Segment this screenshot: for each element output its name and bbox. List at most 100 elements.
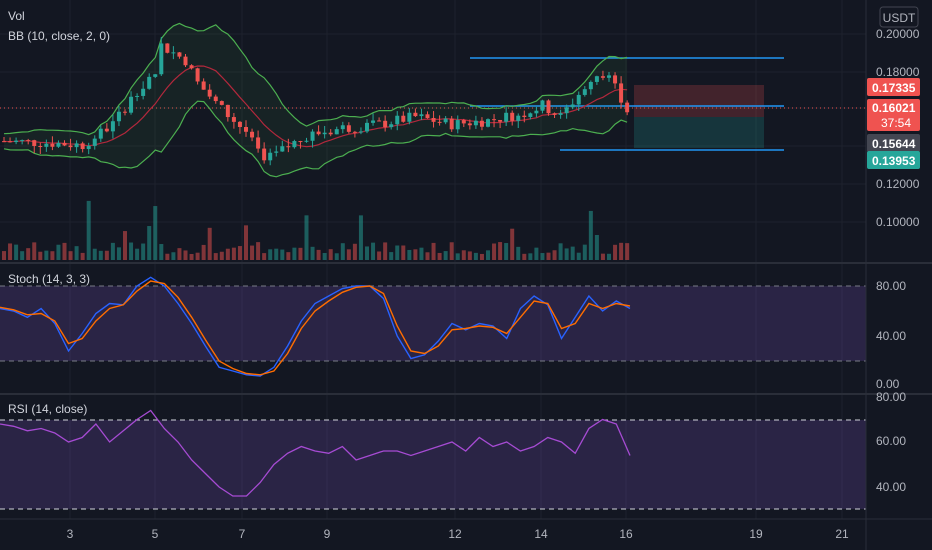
candle-body <box>498 119 503 122</box>
volume-bar <box>26 248 31 260</box>
candle-body <box>74 143 79 148</box>
volume-bar <box>383 242 388 260</box>
volume-bar <box>237 246 242 260</box>
volume-bar <box>613 244 618 260</box>
candle-body <box>558 113 563 115</box>
price-tick-label: 0.10000 <box>876 215 920 229</box>
candle-body <box>316 131 321 135</box>
candle-body <box>32 140 37 146</box>
volume-bar <box>50 251 55 260</box>
candle-body <box>129 96 134 113</box>
candle-body <box>365 122 369 132</box>
volume-bar <box>401 245 406 260</box>
candle-body <box>431 117 436 122</box>
currency-badge[interactable] <box>879 6 919 28</box>
candle-body <box>183 56 188 66</box>
volume-bar <box>123 231 127 260</box>
volume-bar <box>528 253 533 260</box>
candle-body <box>165 43 170 53</box>
volume-bar <box>558 243 563 260</box>
candle-body <box>534 110 539 114</box>
stoch-tick-label: 0.00 <box>876 377 900 391</box>
volume-bar <box>116 247 121 260</box>
candle-body <box>304 140 309 142</box>
volume-bar <box>588 210 593 260</box>
candle-body <box>26 140 31 142</box>
volume-bar <box>365 246 369 260</box>
candle-body <box>346 125 351 132</box>
candle-body <box>443 118 448 123</box>
time-axis[interactable]: 3 5 7 9 12 14 16 19 21 <box>67 527 849 541</box>
bollinger-bands <box>3 22 628 178</box>
volume-bar <box>522 253 527 260</box>
position-stop-zone[interactable] <box>634 85 764 117</box>
volume-bar <box>201 244 206 260</box>
volume-bar <box>38 251 43 260</box>
time-tick-label: 7 <box>239 527 246 541</box>
candle-body <box>201 81 206 90</box>
countdown-text: 37:54 <box>881 116 911 130</box>
candle-body <box>504 112 509 122</box>
volume-bar <box>256 242 261 260</box>
volume-bar <box>425 252 430 260</box>
candle-body <box>171 52 176 54</box>
volume-bar <box>32 242 37 260</box>
volume-bar <box>576 252 581 260</box>
volume-bar <box>461 250 466 260</box>
candle-body <box>213 96 218 102</box>
candle-body <box>104 128 109 132</box>
candle-body <box>389 124 394 128</box>
volume-bar <box>153 206 158 260</box>
rsi-band <box>0 420 866 509</box>
volume-bar <box>570 246 575 260</box>
candle-body <box>371 120 376 123</box>
candle-body <box>92 138 97 146</box>
volume-bar <box>486 250 490 260</box>
volume-bar <box>437 252 442 260</box>
rsi-tick-label: 40.00 <box>876 480 906 494</box>
stoch-axis[interactable]: 80.00 40.00 0.00 <box>876 279 906 391</box>
volume-bar <box>92 248 97 260</box>
candle-body <box>352 131 357 133</box>
candle-body <box>358 131 363 133</box>
candle-body <box>516 115 521 121</box>
candle-body <box>38 145 43 147</box>
candle-body <box>141 88 146 96</box>
candle-body <box>225 104 230 118</box>
volume-bar <box>625 243 630 260</box>
time-tick-label: 5 <box>152 527 159 541</box>
volume-bar <box>322 252 327 260</box>
volume-bar <box>177 248 182 260</box>
volume-bar <box>431 242 436 260</box>
candle-body <box>50 143 55 147</box>
candle-body <box>274 151 279 153</box>
upper-price-tag <box>867 78 920 96</box>
legend-stoch: Stoch (14, 3, 3) <box>8 272 90 286</box>
candle-body <box>564 107 569 114</box>
volume-bars <box>2 200 630 260</box>
position-target-zone[interactable] <box>634 117 764 148</box>
stoch-lines <box>0 276 631 377</box>
candle-body <box>62 142 67 146</box>
rsi-axis[interactable]: 80.00 60.00 40.00 <box>876 390 906 494</box>
candlesticks <box>2 36 630 166</box>
time-tick-label: 9 <box>324 527 331 541</box>
volume-bar <box>479 253 484 260</box>
bb-lower-line <box>3 100 628 178</box>
volume-bar <box>280 249 285 260</box>
candle-body <box>407 112 412 122</box>
volume-bar <box>540 253 545 260</box>
volume-bar <box>129 242 134 260</box>
volume-bar <box>231 247 236 260</box>
bb-upper-line <box>3 22 628 136</box>
candle-body <box>2 141 6 143</box>
candle-body <box>377 120 382 122</box>
volume-bar <box>189 253 194 260</box>
time-tick-label: 16 <box>619 527 633 541</box>
candle-body <box>576 94 581 105</box>
candle-body <box>250 131 255 138</box>
bottom-price-tag-text: 0.13953 <box>872 154 916 168</box>
volume-bar <box>498 242 503 260</box>
candle-body <box>237 121 242 128</box>
